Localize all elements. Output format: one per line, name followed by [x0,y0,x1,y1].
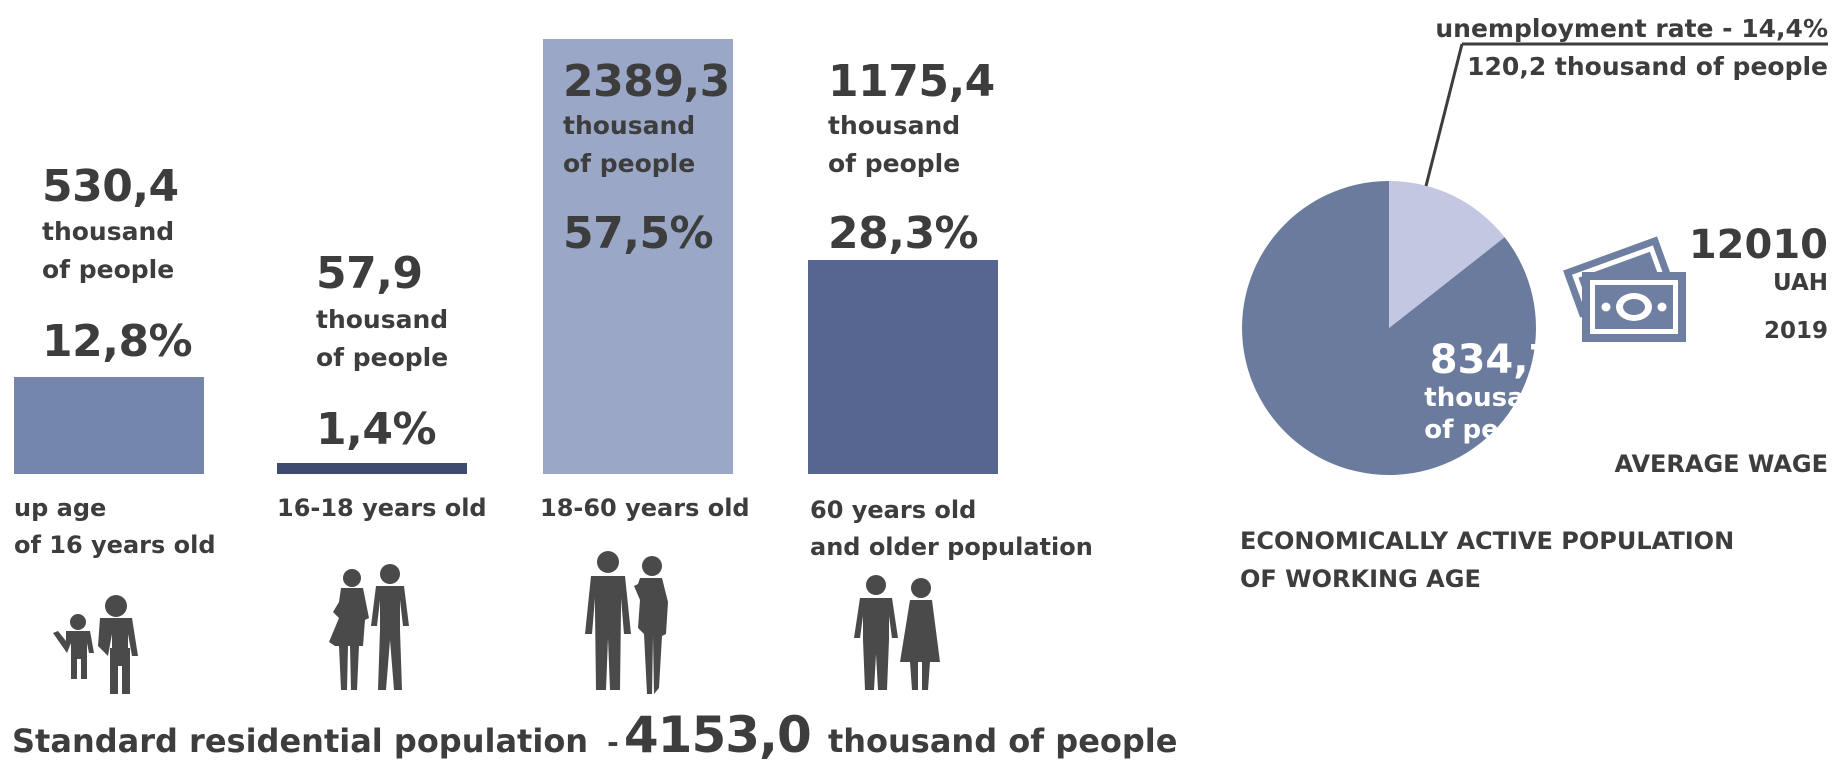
pie-chart-title: ECONOMICALLY ACTIVE POPULATION OF WORKIN… [1240,527,1735,593]
footer-dash: - [607,726,619,759]
pie-slice-unemployed [1389,181,1505,328]
unemployed-count-label: 120,2 thousand of people [1467,52,1828,81]
pie-center-value: 834,7 [1429,337,1557,383]
value-label-under-16: 530,4 [42,161,179,212]
average-wage-label: AVERAGE WAGE [1614,450,1828,478]
unit-label-16-18: thousand of people [316,305,449,372]
bar-16-18 [277,463,467,474]
children-silhouette-icon [53,595,138,694]
bar-60-plus [808,260,998,474]
percent-label-16-18: 1,4% [316,404,437,455]
pie-center-label: 834,7 thousand of people [1393,338,1593,446]
unit-label-60-plus: thousand of people [828,111,961,178]
category-label-60-plus: 60 years old and older population [810,496,1093,561]
bar-under-16 [14,377,204,474]
pie-center-unit-2: of people [1424,415,1562,445]
elderly-silhouette-icon [854,575,940,690]
value-label-60-plus: 1175,4 [828,56,995,107]
unemployment-callout: unemployment rate - 14,4% 120,2 thousand… [1435,10,1828,86]
teenagers-silhouette-icon [329,564,409,690]
wage-unit: UAH [1772,270,1828,296]
wage-value: 12010 [1688,222,1828,268]
percent-label-60-plus: 28,3% [828,208,979,259]
category-label-18-60: 18-60 years old [540,494,750,522]
value-label-18-60: 2389,3 [563,56,730,107]
wage-year: 2019 [1763,318,1828,344]
percent-label-18-60: 57,5% [563,208,714,259]
money-bills-icon [1563,236,1686,342]
callout-line [1424,43,1464,187]
percent-label-under-16: 12,8% [42,316,193,367]
value-label-16-18: 57,9 [316,248,423,299]
pie-slice-employed [1241,181,1536,475]
average-wage-block: 12010 UAH 2019 [1689,222,1828,346]
adults-silhouette-icon [585,551,668,694]
category-label-16-18: 16-18 years old [277,494,487,522]
unit-label-under-16: thousand of people [42,217,175,284]
unit-label-18-60: thousand of people [563,111,696,178]
bar-18-60 [543,39,733,474]
category-label-under-16: up age of 16 years old [14,494,216,559]
unemployment-rate-label: unemployment rate - 14,4% [1435,14,1828,43]
pie-center-unit-1: thousand [1424,383,1562,413]
